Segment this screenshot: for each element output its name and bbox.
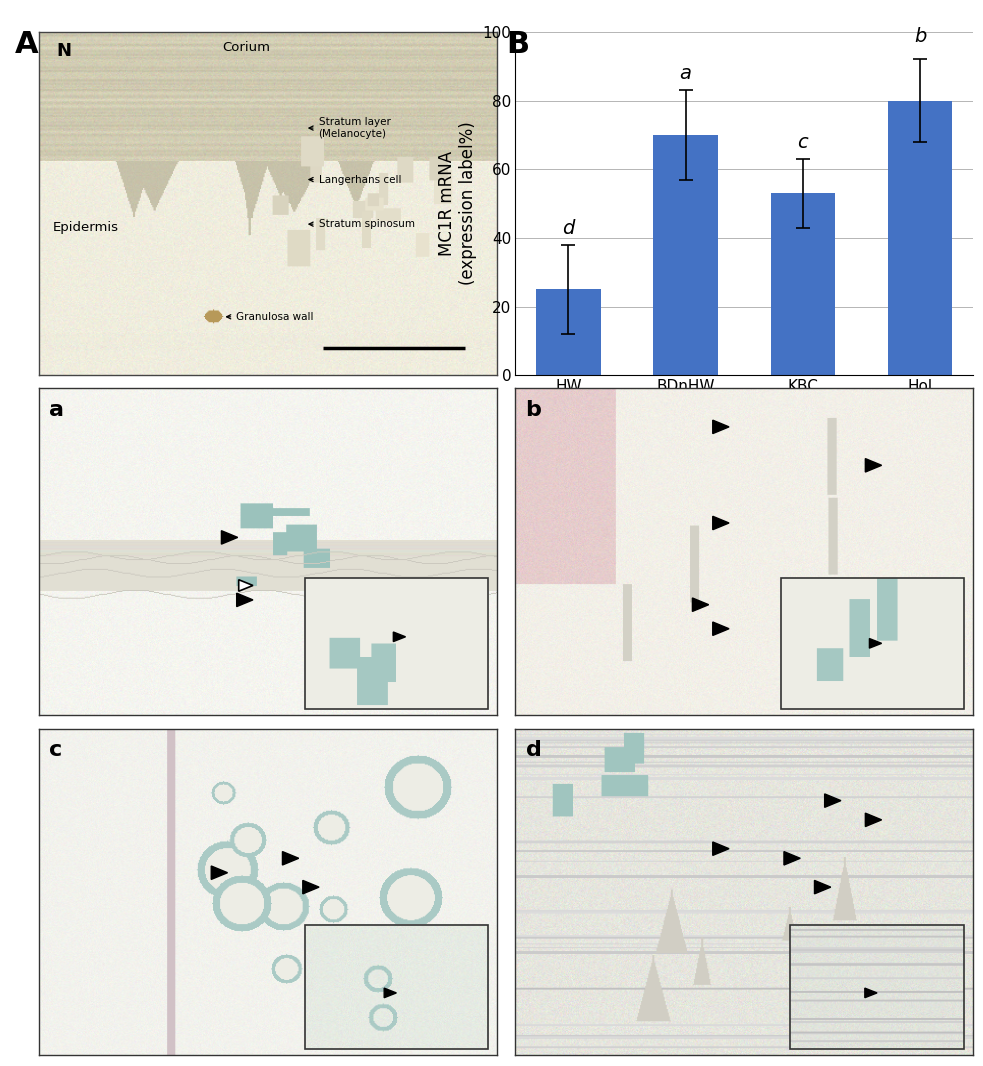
Polygon shape xyxy=(239,580,253,592)
Polygon shape xyxy=(784,852,800,865)
Polygon shape xyxy=(815,881,831,894)
Polygon shape xyxy=(237,593,253,607)
Bar xyxy=(781,578,964,709)
Text: b: b xyxy=(526,400,542,420)
Text: Langerhans cell: Langerhans cell xyxy=(309,175,401,184)
Bar xyxy=(888,100,953,375)
Text: Stratum layer
(Melanocyte): Stratum layer (Melanocyte) xyxy=(309,117,390,139)
Text: c: c xyxy=(797,133,808,152)
Polygon shape xyxy=(211,866,227,879)
Text: d: d xyxy=(526,740,542,760)
Polygon shape xyxy=(393,632,406,642)
Bar xyxy=(536,289,601,375)
Bar xyxy=(771,193,836,375)
Polygon shape xyxy=(713,420,729,434)
Text: Stratum spinosum: Stratum spinosum xyxy=(309,220,415,229)
Text: Corium: Corium xyxy=(222,42,270,54)
Text: N: N xyxy=(56,42,72,60)
Polygon shape xyxy=(713,842,729,855)
Polygon shape xyxy=(869,639,882,648)
Text: a: a xyxy=(679,64,692,83)
Y-axis label: MC1R mRNA
(expression label%): MC1R mRNA (expression label%) xyxy=(438,122,477,286)
Text: d: d xyxy=(562,219,575,238)
Text: a: a xyxy=(49,400,65,420)
Polygon shape xyxy=(303,881,319,894)
Polygon shape xyxy=(384,988,396,998)
Polygon shape xyxy=(713,516,729,530)
Bar xyxy=(654,135,718,375)
Text: b: b xyxy=(914,27,926,46)
Text: A: A xyxy=(15,30,38,59)
Polygon shape xyxy=(692,598,709,612)
Polygon shape xyxy=(282,852,299,865)
Bar xyxy=(305,578,488,709)
Polygon shape xyxy=(865,988,877,998)
Bar xyxy=(305,924,488,1049)
Polygon shape xyxy=(713,621,729,635)
Polygon shape xyxy=(865,813,882,826)
Polygon shape xyxy=(825,794,840,807)
Text: c: c xyxy=(49,740,63,760)
Bar xyxy=(790,924,964,1049)
Text: Granulosa wall: Granulosa wall xyxy=(227,311,314,322)
Text: Epidermis: Epidermis xyxy=(53,221,119,235)
Polygon shape xyxy=(221,531,238,544)
Text: B: B xyxy=(506,30,530,59)
Polygon shape xyxy=(865,458,882,472)
